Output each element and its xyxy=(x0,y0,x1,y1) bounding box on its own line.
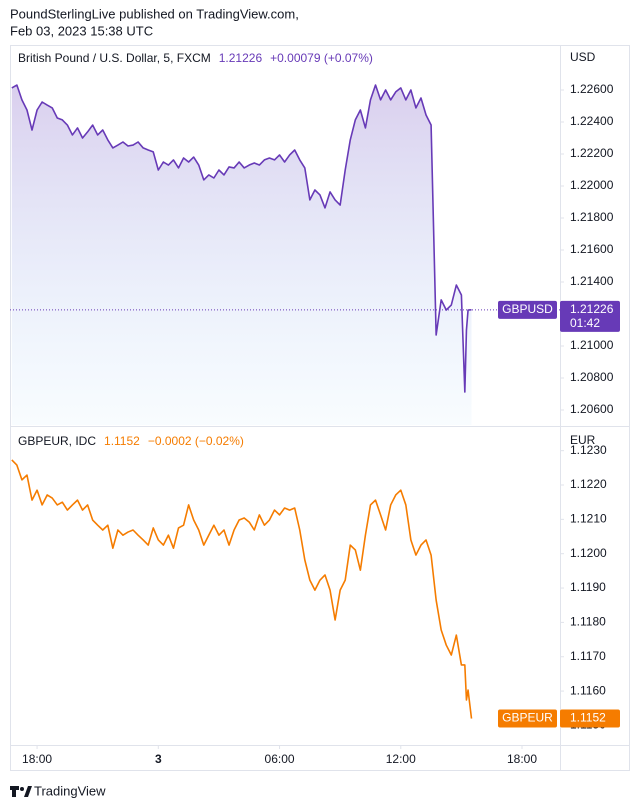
y-tick-label: 1.21800 xyxy=(570,210,614,224)
area-fill xyxy=(11,85,472,425)
series-price: 1.1152 xyxy=(104,434,140,448)
price-line xyxy=(11,84,472,393)
series-title: GBPEUR, IDC xyxy=(18,434,96,448)
y-unit: USD xyxy=(570,50,596,64)
symbol-label: GBPEUR xyxy=(502,711,553,725)
series-change: +0.00079 (+0.07%) xyxy=(270,51,373,65)
y-tick-label: 1.1190 xyxy=(570,580,606,594)
y-tick-label: 1.20600 xyxy=(570,402,614,416)
y-tick-label: 1.1210 xyxy=(570,512,607,526)
publisher: PoundSterlingLive published on TradingVi… xyxy=(10,6,299,21)
series-change: −0.0002 (−0.02%) xyxy=(148,434,244,448)
y-tick-label: 1.1170 xyxy=(570,649,606,663)
price-box xyxy=(560,709,620,728)
price-line xyxy=(11,459,473,719)
price-box-label: 1.21226 xyxy=(570,302,614,316)
y-tick-label: 1.1200 xyxy=(570,546,607,560)
publish-date: Feb 03, 2023 15:38 UTC xyxy=(10,23,153,38)
y-tick-label: 1.22200 xyxy=(570,146,614,160)
y-tick-label: 1.1180 xyxy=(570,615,606,629)
y-tick-label: 1.1160 xyxy=(570,683,606,697)
x-tick-label: 12:00 xyxy=(386,752,416,766)
y-tick-label: 1.21000 xyxy=(570,338,614,352)
y-tick-label: 1.22600 xyxy=(570,82,614,96)
countdown: 01:42 xyxy=(570,316,600,330)
y-tick-label: 1.21400 xyxy=(570,274,614,288)
y-tick-label: 1.21600 xyxy=(570,242,614,256)
x-tick-label: 18:00 xyxy=(507,752,537,766)
y-unit: EUR xyxy=(570,433,596,447)
x-tick-label: 06:00 xyxy=(265,752,295,766)
y-tick-label: 1.1220 xyxy=(570,477,607,491)
chart-frame xyxy=(10,45,630,771)
y-tick-label: 1.22000 xyxy=(570,178,614,192)
y-tick-label: 1.22400 xyxy=(570,114,614,128)
price-box xyxy=(560,300,620,332)
symbol-box xyxy=(498,300,557,319)
symbol-label: GBPUSD xyxy=(502,302,553,316)
symbol-box xyxy=(498,709,557,728)
y-tick-label: 1.1230 xyxy=(570,443,607,457)
price-box-label: 1.1152 xyxy=(570,711,606,725)
series-price: 1.21226 xyxy=(219,51,263,65)
x-tick-label: 18:00 xyxy=(22,752,52,766)
tradingview-logo xyxy=(10,786,32,797)
brand: TradingView xyxy=(34,783,106,798)
x-tick-label: 3 xyxy=(155,752,162,766)
y-tick-label: 1.20800 xyxy=(570,370,614,384)
series-title: British Pound / U.S. Dollar, 5, FXCM xyxy=(18,51,211,65)
